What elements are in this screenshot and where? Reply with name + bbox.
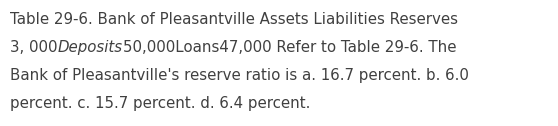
Text: percent. c. 15.7 percent. d. 6.4 percent.: percent. c. 15.7 percent. d. 6.4 percent…: [10, 96, 310, 111]
Text: 3, 000: 3, 000: [10, 40, 57, 55]
Text: 50,000Loans47,000 Refer to Table 29-6. The: 50,000Loans47,000 Refer to Table 29-6. T…: [123, 40, 456, 55]
Text: Table 29-6. Bank of Pleasantville Assets Liabilities Reserves: Table 29-6. Bank of Pleasantville Assets…: [10, 12, 458, 27]
Text: Bank of Pleasantville's reserve ratio is a. 16.7 percent. b. 6.0: Bank of Pleasantville's reserve ratio is…: [10, 68, 469, 83]
Text: Deposits: Deposits: [57, 40, 123, 55]
